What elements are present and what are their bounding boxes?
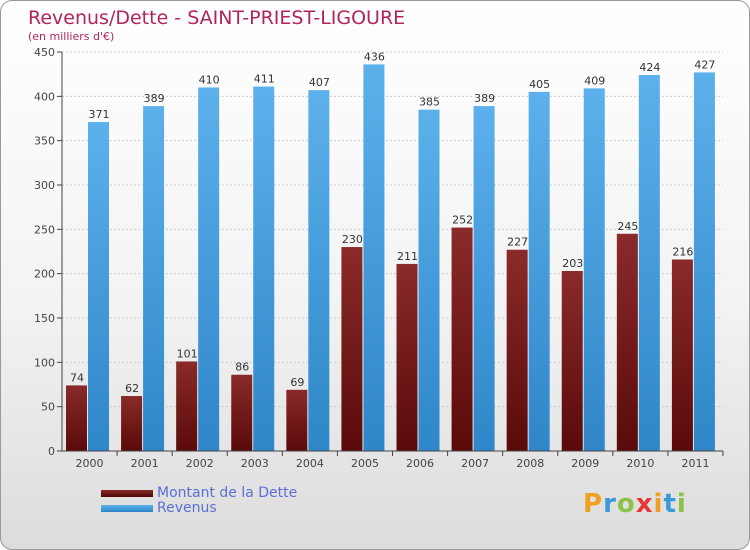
bar-revenus	[418, 109, 440, 451]
bar-dette	[451, 227, 473, 451]
bar-revenus	[583, 88, 605, 451]
y-tick-label: 0	[48, 445, 55, 458]
data-label-dette: 216	[672, 245, 693, 258]
logo-letter: t	[663, 489, 677, 519]
data-label-revenus: 424	[639, 61, 660, 74]
x-tick-label: 2004	[296, 457, 324, 470]
data-label-dette: 69	[290, 376, 304, 389]
data-label-revenus: 389	[144, 92, 165, 105]
bar-revenus	[363, 64, 385, 451]
y-tick-label: 100	[34, 356, 55, 369]
x-tick-label: 2003	[241, 457, 269, 470]
logo-letter: P	[583, 489, 604, 519]
data-label-revenus: 389	[474, 92, 495, 105]
data-label-revenus: 385	[419, 96, 440, 109]
data-label-dette: 86	[235, 361, 249, 374]
bar-dette	[66, 385, 87, 451]
bar-dette	[286, 389, 308, 451]
bar-dette	[341, 247, 363, 451]
y-tick-label: 150	[34, 312, 55, 325]
data-label-revenus: 411	[254, 73, 275, 86]
bar-revenus	[693, 72, 715, 451]
bar-dette	[176, 361, 198, 451]
data-label-revenus: 405	[529, 78, 550, 91]
x-tick-label: 2002	[186, 457, 214, 470]
bar-revenus	[638, 75, 660, 451]
data-label-revenus: 427	[694, 58, 715, 71]
data-label-dette: 245	[617, 220, 638, 233]
data-label-revenus: 407	[309, 76, 330, 89]
data-label-dette: 62	[125, 382, 139, 395]
x-tick-label: 2005	[351, 457, 379, 470]
legend-label-revenus: Revenus	[157, 500, 217, 516]
logo-letter: o	[616, 489, 636, 519]
x-tick-label: 2000	[76, 457, 104, 470]
proxiti-logo: Proxiti	[583, 489, 687, 519]
logo-letter: x	[635, 489, 654, 519]
data-label-dette: 227	[507, 236, 528, 249]
logo-letter: i	[676, 489, 687, 519]
data-label-revenus: 410	[199, 73, 220, 86]
data-label-dette: 211	[397, 250, 418, 263]
bar-dette	[616, 233, 638, 451]
y-tick-label: 350	[34, 135, 55, 148]
y-tick-label: 200	[34, 268, 55, 281]
y-tick-label: 300	[34, 179, 55, 192]
chart-subtitle: (en milliers d'€)	[28, 30, 115, 43]
bar-dette	[561, 271, 583, 451]
bar-revenus	[253, 86, 275, 451]
data-label-dette: 203	[562, 257, 583, 270]
legend-swatch-revenus	[101, 505, 153, 512]
chart-title: Revenus/Dette - SAINT-PRIEST-LIGOURE	[28, 7, 406, 29]
bar-revenus	[528, 91, 550, 452]
x-tick-label: 2009	[571, 457, 599, 470]
data-label-dette: 230	[342, 233, 363, 246]
bar-revenus	[198, 87, 220, 451]
bar-revenus	[308, 90, 330, 452]
data-label-dette: 252	[452, 214, 473, 227]
bar-dette	[121, 396, 143, 451]
logo-letter: i	[653, 489, 664, 519]
x-tick-label: 2010	[626, 457, 654, 470]
bar-revenus	[143, 106, 165, 451]
y-tick-label: 450	[34, 46, 55, 59]
x-tick-label: 2008	[516, 457, 544, 470]
data-label-dette: 101	[177, 347, 198, 360]
y-tick-label: 250	[34, 223, 55, 236]
bar-dette	[671, 259, 693, 451]
bar-dette	[396, 263, 418, 451]
bar-revenus	[88, 122, 109, 452]
legend-swatch-dette	[101, 490, 153, 497]
data-label-revenus: 409	[584, 74, 605, 87]
y-tick-label: 400	[34, 90, 55, 103]
data-label-revenus: 371	[89, 108, 110, 121]
bar-dette	[231, 374, 253, 451]
x-tick-label: 2001	[131, 457, 159, 470]
data-label-revenus: 436	[364, 50, 385, 63]
y-tick-label: 50	[41, 401, 55, 414]
data-label-dette: 74	[70, 371, 84, 384]
bar-dette	[506, 249, 528, 451]
x-tick-label: 2007	[461, 457, 489, 470]
x-tick-label: 2011	[681, 457, 709, 470]
bar-revenus	[473, 106, 495, 451]
x-tick-label: 2006	[406, 457, 434, 470]
legend-label-dette: Montant de la Dette	[157, 485, 298, 501]
logo-letter: r	[603, 489, 617, 519]
